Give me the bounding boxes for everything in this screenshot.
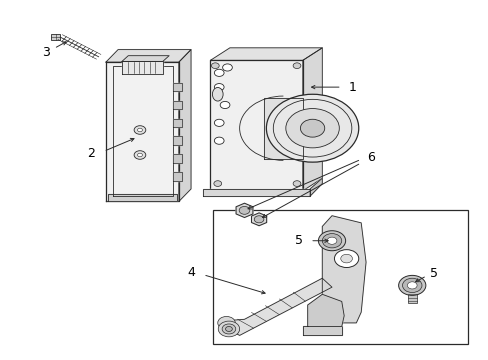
Polygon shape [307,294,344,327]
Bar [407,292,416,303]
Circle shape [213,181,221,186]
Circle shape [225,327,232,332]
Circle shape [214,84,224,91]
Circle shape [222,324,235,334]
Circle shape [285,109,339,148]
Text: 5: 5 [429,267,437,280]
Text: 5: 5 [294,234,302,247]
Polygon shape [172,172,182,181]
Polygon shape [179,50,191,202]
Polygon shape [172,118,182,127]
Text: 1: 1 [348,81,356,94]
Polygon shape [172,101,182,109]
Polygon shape [221,278,331,336]
Circle shape [217,316,235,329]
Circle shape [137,153,142,157]
Polygon shape [106,62,179,202]
Circle shape [214,137,224,144]
Circle shape [340,254,352,263]
Polygon shape [210,60,302,191]
Circle shape [292,181,300,186]
Ellipse shape [212,87,223,101]
Text: 2: 2 [87,147,95,160]
Polygon shape [302,327,341,336]
Text: 6: 6 [367,151,375,165]
Circle shape [137,128,142,132]
Polygon shape [106,50,191,62]
Polygon shape [122,56,169,62]
Circle shape [225,324,239,334]
Circle shape [214,69,224,76]
Circle shape [254,216,264,223]
Polygon shape [322,216,366,323]
Circle shape [407,282,416,289]
Circle shape [134,151,145,159]
Circle shape [334,249,358,267]
Polygon shape [122,62,163,73]
Circle shape [300,119,324,137]
Polygon shape [172,154,182,163]
Circle shape [214,119,224,126]
Circle shape [134,126,145,134]
Polygon shape [172,136,182,145]
Polygon shape [302,48,322,191]
Circle shape [318,231,345,251]
Text: 4: 4 [186,266,195,279]
Circle shape [292,63,300,68]
Polygon shape [236,203,252,217]
Polygon shape [172,83,182,91]
Polygon shape [309,178,322,196]
Circle shape [239,206,249,214]
Circle shape [218,321,239,337]
Polygon shape [108,194,177,202]
Polygon shape [210,48,322,60]
Circle shape [266,94,358,162]
Circle shape [222,64,232,71]
Bar [51,34,60,40]
Text: 3: 3 [42,46,50,59]
Circle shape [402,278,421,293]
Circle shape [326,237,336,244]
Polygon shape [264,98,302,158]
Circle shape [220,102,229,109]
Circle shape [398,275,425,296]
Polygon shape [203,189,309,196]
Polygon shape [251,213,266,226]
Circle shape [211,63,219,68]
Bar [212,210,467,344]
Circle shape [322,234,341,248]
